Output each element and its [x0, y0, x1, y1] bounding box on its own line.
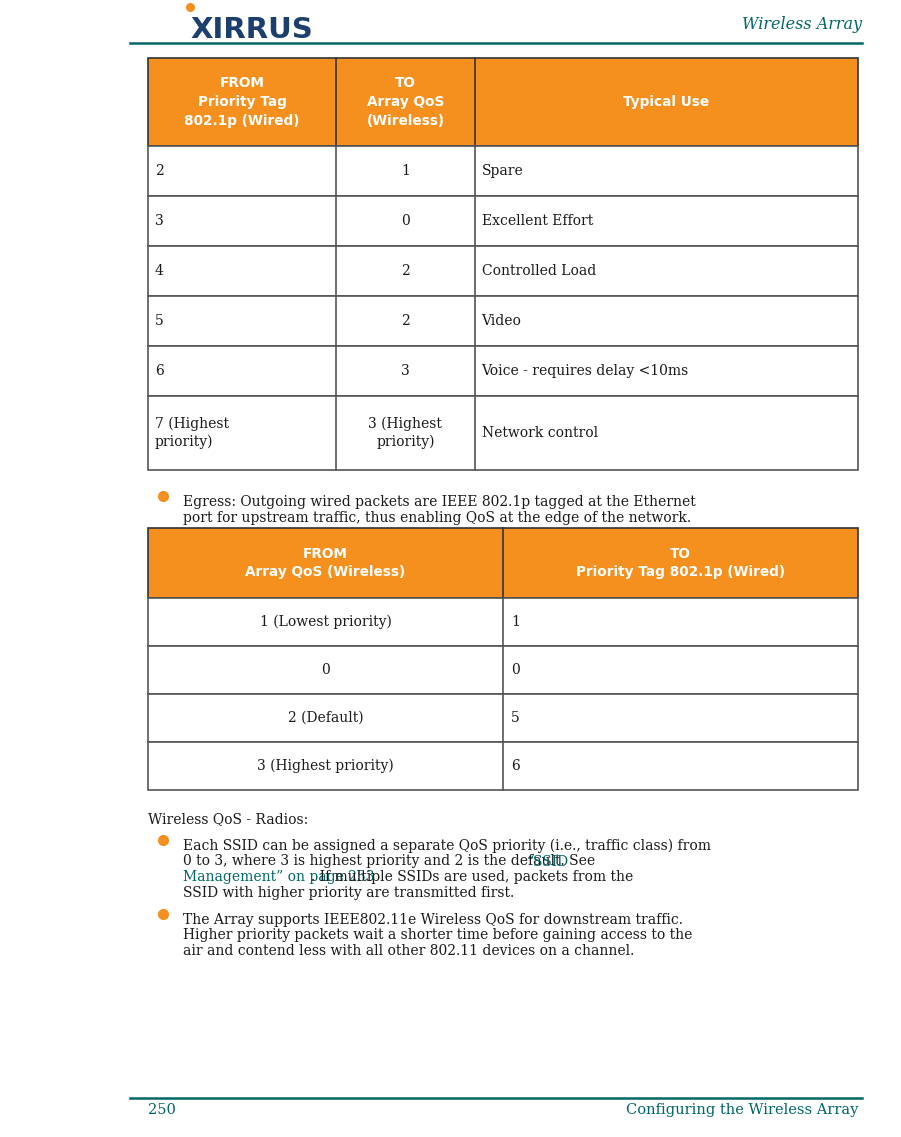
- Bar: [148, 58, 858, 146]
- Text: 5: 5: [511, 711, 520, 725]
- Text: SSID with higher priority are transmitted first.: SSID with higher priority are transmitte…: [183, 886, 514, 899]
- Bar: [148, 146, 858, 196]
- Bar: [148, 742, 858, 790]
- Text: air and contend less with all other 802.11 devices on a channel.: air and contend less with all other 802.…: [183, 944, 634, 958]
- Text: Voice - requires delay <10ms: Voice - requires delay <10ms: [482, 364, 689, 377]
- Text: Excellent Effort: Excellent Effort: [482, 214, 593, 229]
- Text: Typical Use: Typical Use: [623, 96, 709, 109]
- Text: Each SSID can be assigned a separate QoS priority (i.e., traffic class) from: Each SSID can be assigned a separate QoS…: [183, 839, 711, 854]
- Text: Video: Video: [482, 314, 522, 327]
- Text: 0: 0: [401, 214, 410, 229]
- Text: 250: 250: [148, 1103, 176, 1117]
- Text: The Array supports IEEE802.11e Wireless QoS for downstream traffic.: The Array supports IEEE802.11e Wireless …: [183, 913, 683, 927]
- Text: FROM
Array QoS (Wireless): FROM Array QoS (Wireless): [245, 547, 405, 580]
- Text: 0 to 3, where 3 is highest priority and 2 is the default. See: 0 to 3, where 3 is highest priority and …: [183, 855, 599, 869]
- Text: Management” on page 253: Management” on page 253: [183, 870, 375, 883]
- Text: 0: 0: [511, 663, 520, 677]
- Text: Egress: Outgoing wired packets are IEEE 802.1p tagged at the Ethernet: Egress: Outgoing wired packets are IEEE …: [183, 495, 696, 509]
- Text: 3 (Highest
priority): 3 (Highest priority): [369, 417, 442, 449]
- Text: Network control: Network control: [482, 426, 597, 440]
- Text: “SSID: “SSID: [527, 855, 569, 869]
- Text: 3 (Highest priority): 3 (Highest priority): [257, 758, 394, 773]
- Text: 4: 4: [155, 264, 164, 279]
- Bar: [148, 346, 858, 396]
- Bar: [148, 246, 858, 296]
- Text: Higher priority packets wait a shorter time before gaining access to the: Higher priority packets wait a shorter t…: [183, 929, 692, 943]
- Text: 6: 6: [155, 364, 164, 377]
- Text: Wireless Array: Wireless Array: [742, 16, 862, 33]
- Bar: [148, 694, 858, 742]
- Text: Controlled Load: Controlled Load: [482, 264, 596, 279]
- Text: port for upstream traffic, thus enabling QoS at the edge of the network.: port for upstream traffic, thus enabling…: [183, 511, 691, 525]
- Text: . If multiple SSIDs are used, packets from the: . If multiple SSIDs are used, packets fr…: [311, 870, 633, 883]
- Text: TO
Priority Tag 802.1p (Wired): TO Priority Tag 802.1p (Wired): [576, 547, 785, 580]
- Text: 2: 2: [401, 314, 410, 327]
- Bar: [148, 196, 858, 246]
- Text: Configuring the Wireless Array: Configuring the Wireless Array: [625, 1103, 858, 1117]
- Text: 2 (Default): 2 (Default): [287, 711, 363, 725]
- Text: 7 (Highest
priority): 7 (Highest priority): [155, 417, 229, 449]
- Text: 0: 0: [321, 663, 330, 677]
- Bar: [148, 598, 858, 646]
- Bar: [148, 396, 858, 470]
- Text: 1: 1: [511, 615, 520, 629]
- Text: 3: 3: [401, 364, 410, 377]
- Text: 1: 1: [401, 164, 410, 179]
- Text: FROM
Priority Tag
802.1p (Wired): FROM Priority Tag 802.1p (Wired): [185, 76, 300, 128]
- Text: XIRRUS: XIRRUS: [190, 16, 313, 44]
- Bar: [148, 296, 858, 346]
- Text: Spare: Spare: [482, 164, 523, 179]
- Text: TO
Array QoS
(Wireless): TO Array QoS (Wireless): [367, 76, 444, 128]
- Text: 6: 6: [511, 760, 520, 773]
- Text: 2: 2: [155, 164, 164, 179]
- Text: 1 (Lowest priority): 1 (Lowest priority): [259, 615, 391, 629]
- Text: 5: 5: [155, 314, 164, 327]
- Text: 3: 3: [155, 214, 164, 229]
- Text: 2: 2: [401, 264, 410, 279]
- Bar: [148, 646, 858, 694]
- Text: Wireless QoS - Radios:: Wireless QoS - Radios:: [148, 812, 308, 825]
- Bar: [148, 528, 858, 598]
